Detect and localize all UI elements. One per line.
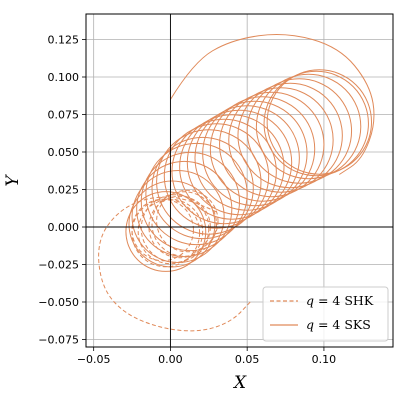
- x-tick-label: 0.05: [235, 353, 260, 366]
- orbit-loop: [237, 82, 343, 189]
- y-tick-label: 0.075: [48, 109, 80, 122]
- orbit-loop: [156, 129, 262, 235]
- orbit-loop: [131, 198, 194, 262]
- legend-var-sks: q: [306, 317, 314, 332]
- orbit-loop: [219, 91, 325, 198]
- orbit-loop: [145, 142, 248, 246]
- orbit-loop: [151, 191, 217, 257]
- y-tick-label: −0.075: [38, 334, 79, 347]
- x-tick-label: −0.05: [77, 353, 111, 366]
- x-tick-label: 0.00: [158, 353, 183, 366]
- orbit-loop: [151, 136, 254, 240]
- orbit-outer-arc: [98, 196, 251, 332]
- orbit-loop: [140, 151, 241, 252]
- y-tick-label: 0.125: [48, 34, 80, 47]
- legend-box: [262, 286, 389, 342]
- orbit-loop: [246, 78, 353, 184]
- orbit-outer-arc: [169, 34, 375, 175]
- y-tick-label: −0.050: [38, 296, 79, 309]
- legend-label-shk: q = 4 SHK: [306, 293, 374, 308]
- tick-labels: −0.05 0.00 0.05 0.10 −0.075 −0.050 −0.025 0.000…: [38, 34, 336, 367]
- y-tick-label: 0.050: [48, 146, 80, 159]
- orbit-loop: [228, 87, 334, 193]
- orbit-loop: [202, 100, 308, 207]
- orbit-loop: [179, 114, 285, 220]
- y-tick-label: 0.000: [48, 221, 80, 234]
- orbit-loop: [209, 96, 316, 202]
- y-tick-label: 0.100: [48, 71, 80, 84]
- series-shk: [98, 189, 251, 332]
- orbit-loop: [156, 189, 219, 253]
- orbit-loop: [136, 160, 233, 258]
- y-tick-label: 0.025: [48, 184, 80, 197]
- x-tick-label: 0.10: [312, 353, 337, 366]
- orbit-loop: [128, 180, 216, 268]
- legend-var-shk: q: [306, 293, 314, 308]
- orbit-loop: [131, 169, 225, 264]
- plot-frame: [85, 13, 394, 348]
- orbit-loop: [171, 118, 277, 225]
- orbit-loop: [140, 194, 210, 263]
- orbit-loop: [186, 109, 293, 216]
- axes: [86, 14, 393, 347]
- legend-rest-shk: = 4 SHK: [314, 293, 374, 308]
- y-tick-label: −0.025: [38, 259, 79, 272]
- orbit-loop: [266, 69, 373, 175]
- series-sks: [125, 34, 375, 272]
- plot-area: [98, 34, 375, 332]
- y-axis-label: Y: [3, 174, 23, 187]
- orbit-loop: [125, 191, 207, 272]
- x-axis-label: X: [232, 373, 247, 393]
- legend-label-sks: q = 4 SKS: [306, 317, 371, 332]
- legend-rest-sks: = 4 SKS: [314, 317, 371, 332]
- orbit-loop: [255, 73, 362, 180]
- legend: q = 4 SHK q = 4 SKS: [262, 286, 389, 342]
- orbit-loop: [263, 70, 369, 177]
